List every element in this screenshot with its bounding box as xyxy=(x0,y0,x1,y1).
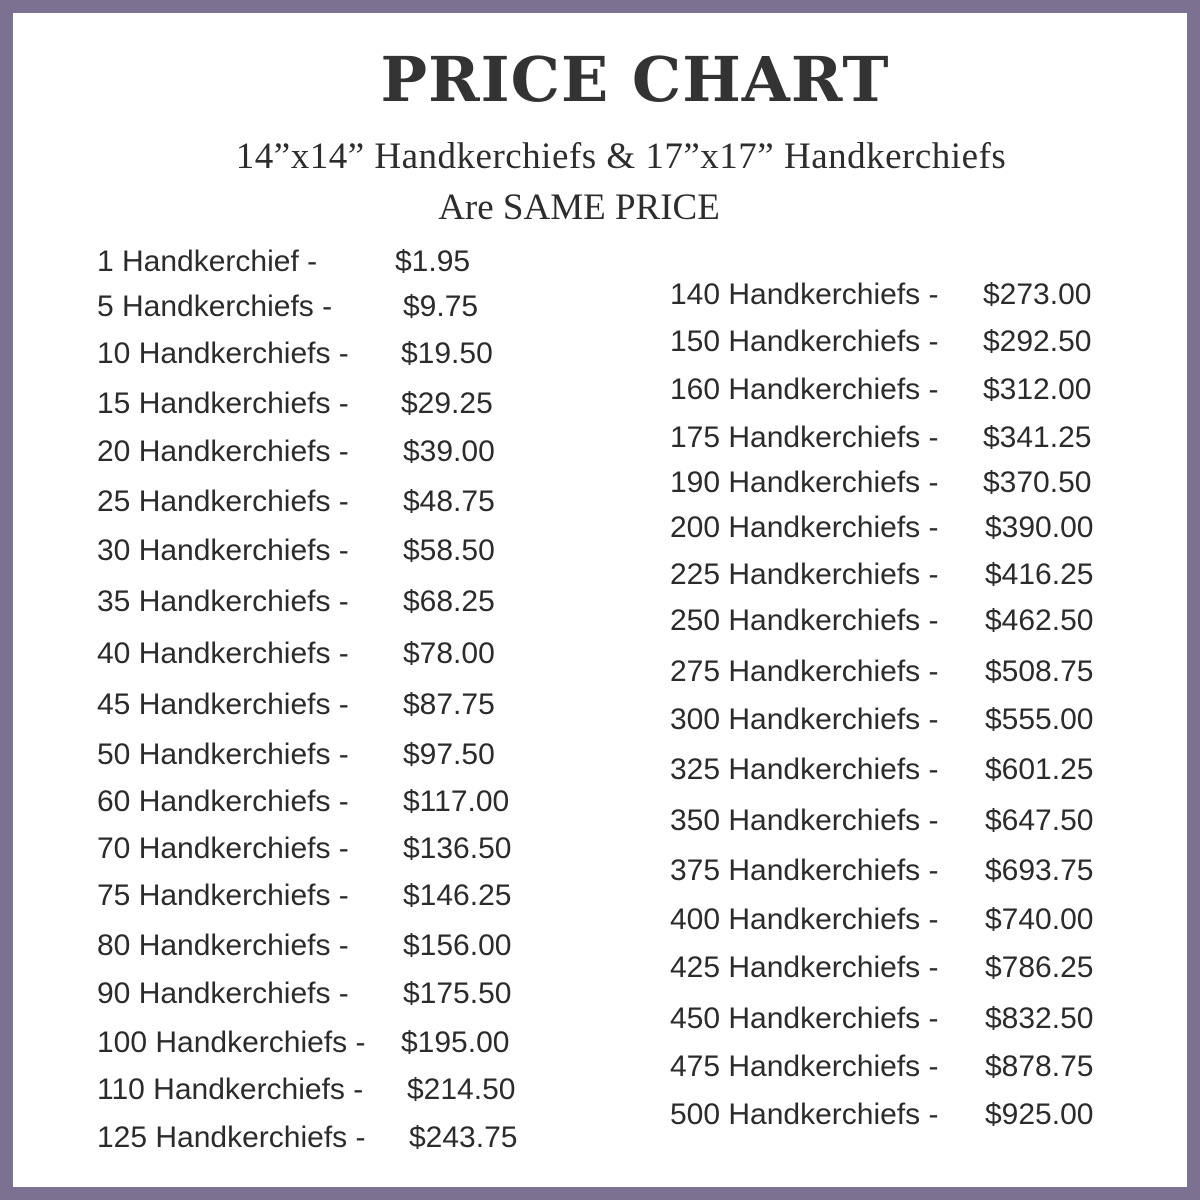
quantity-label: 450 Handkerchiefs - xyxy=(670,1002,939,1035)
price-value: $29.25 xyxy=(401,387,493,420)
quantity-label: 250 Handkerchiefs - xyxy=(670,604,939,637)
page-title: PRICE CHART xyxy=(380,43,890,116)
quantity-label: 100 Handkerchiefs - xyxy=(97,1026,366,1059)
quantity-label: 375 Handkerchiefs - xyxy=(670,854,939,887)
quantity-label: 140 Handkerchiefs - xyxy=(670,278,939,311)
quantity-label: 160 Handkerchiefs - xyxy=(670,373,939,406)
price-value: $214.50 xyxy=(407,1073,516,1106)
quantity-label: 225 Handkerchiefs - xyxy=(670,558,939,591)
quantity-label: 350 Handkerchiefs - xyxy=(670,804,939,837)
price-value: $740.00 xyxy=(985,903,1094,936)
subtitle-same-price: Are SAME PRICE xyxy=(438,187,720,228)
price-value: $1.95 xyxy=(395,245,471,278)
price-value: $68.25 xyxy=(403,585,495,618)
price-value: $78.00 xyxy=(403,637,495,670)
price-value: $195.00 xyxy=(401,1026,510,1059)
quantity-label: 50 Handkerchiefs - xyxy=(97,738,349,771)
quantity-label: 40 Handkerchiefs - xyxy=(97,637,349,670)
price-value: $462.50 xyxy=(985,604,1094,637)
price-value: $786.25 xyxy=(985,951,1094,984)
quantity-label: 190 Handkerchiefs - xyxy=(670,466,939,499)
price-value: $292.50 xyxy=(983,325,1092,358)
price-value: $48.75 xyxy=(403,485,495,518)
quantity-label: 500 Handkerchiefs - xyxy=(670,1098,939,1131)
quantity-label: 70 Handkerchiefs - xyxy=(97,832,349,865)
price-value: $19.50 xyxy=(401,337,493,370)
price-value: $416.25 xyxy=(985,558,1094,591)
quantity-label: 150 Handkerchiefs - xyxy=(670,325,939,358)
price-value: $146.25 xyxy=(403,879,512,912)
price-value: $878.75 xyxy=(985,1050,1094,1083)
price-value: $341.25 xyxy=(983,421,1092,454)
price-value: $390.00 xyxy=(985,511,1094,544)
price-value: $156.00 xyxy=(403,929,512,962)
price-value: $136.50 xyxy=(403,832,512,865)
price-value: $312.00 xyxy=(983,373,1092,406)
price-value: $555.00 xyxy=(985,703,1094,736)
quantity-label: 20 Handkerchiefs - xyxy=(97,435,349,468)
quantity-label: 5 Handkerchiefs - xyxy=(97,290,333,323)
quantity-label: 1 Handkerchief - xyxy=(97,245,318,278)
quantity-label: 275 Handkerchiefs - xyxy=(670,655,939,688)
price-value: $693.75 xyxy=(985,854,1094,887)
quantity-label: 400 Handkerchiefs - xyxy=(670,903,939,936)
quantity-label: 300 Handkerchiefs - xyxy=(670,703,939,736)
quantity-label: 45 Handkerchiefs - xyxy=(97,688,349,721)
subtitle: 14”x14” Handkerchiefs & 17”x17” Handkerc… xyxy=(235,136,1007,177)
price-value: $39.00 xyxy=(403,435,495,468)
quantity-label: 25 Handkerchiefs - xyxy=(97,485,349,518)
price-value: $370.50 xyxy=(983,466,1092,499)
price-value: $832.50 xyxy=(985,1002,1094,1035)
quantity-label: 475 Handkerchiefs - xyxy=(670,1050,939,1083)
price-value: $87.75 xyxy=(403,688,495,721)
quantity-label: 60 Handkerchiefs - xyxy=(97,785,349,818)
quantity-label: 125 Handkerchiefs - xyxy=(97,1121,366,1154)
price-value: $925.00 xyxy=(985,1098,1094,1131)
price-value: $9.75 xyxy=(403,290,479,323)
quantity-label: 35 Handkerchiefs - xyxy=(97,585,349,618)
quantity-label: 30 Handkerchiefs - xyxy=(97,534,349,567)
price-value: $508.75 xyxy=(985,655,1094,688)
quantity-label: 325 Handkerchiefs - xyxy=(670,753,939,786)
price-value: $243.75 xyxy=(409,1121,518,1154)
quantity-label: 10 Handkerchiefs - xyxy=(97,337,349,370)
price-chart-sheet: PRICE CHART 14”x14” Handkerchiefs & 17”x… xyxy=(13,13,1187,1187)
quantity-label: 110 Handkerchiefs - xyxy=(97,1073,364,1106)
quantity-label: 90 Handkerchiefs - xyxy=(97,977,349,1010)
price-value: $273.00 xyxy=(983,278,1092,311)
price-value: $117.00 xyxy=(403,785,510,818)
quantity-label: 75 Handkerchiefs - xyxy=(97,879,349,912)
price-value: $58.50 xyxy=(403,534,495,567)
price-value: $175.50 xyxy=(403,977,512,1010)
quantity-label: 425 Handkerchiefs - xyxy=(670,951,939,984)
price-value: $647.50 xyxy=(985,804,1094,837)
price-value: $601.25 xyxy=(985,753,1094,786)
quantity-label: 80 Handkerchiefs - xyxy=(97,929,349,962)
price-value: $97.50 xyxy=(403,738,495,771)
quantity-label: 175 Handkerchiefs - xyxy=(670,421,939,454)
quantity-label: 200 Handkerchiefs - xyxy=(670,511,939,544)
quantity-label: 15 Handkerchiefs - xyxy=(97,387,349,420)
